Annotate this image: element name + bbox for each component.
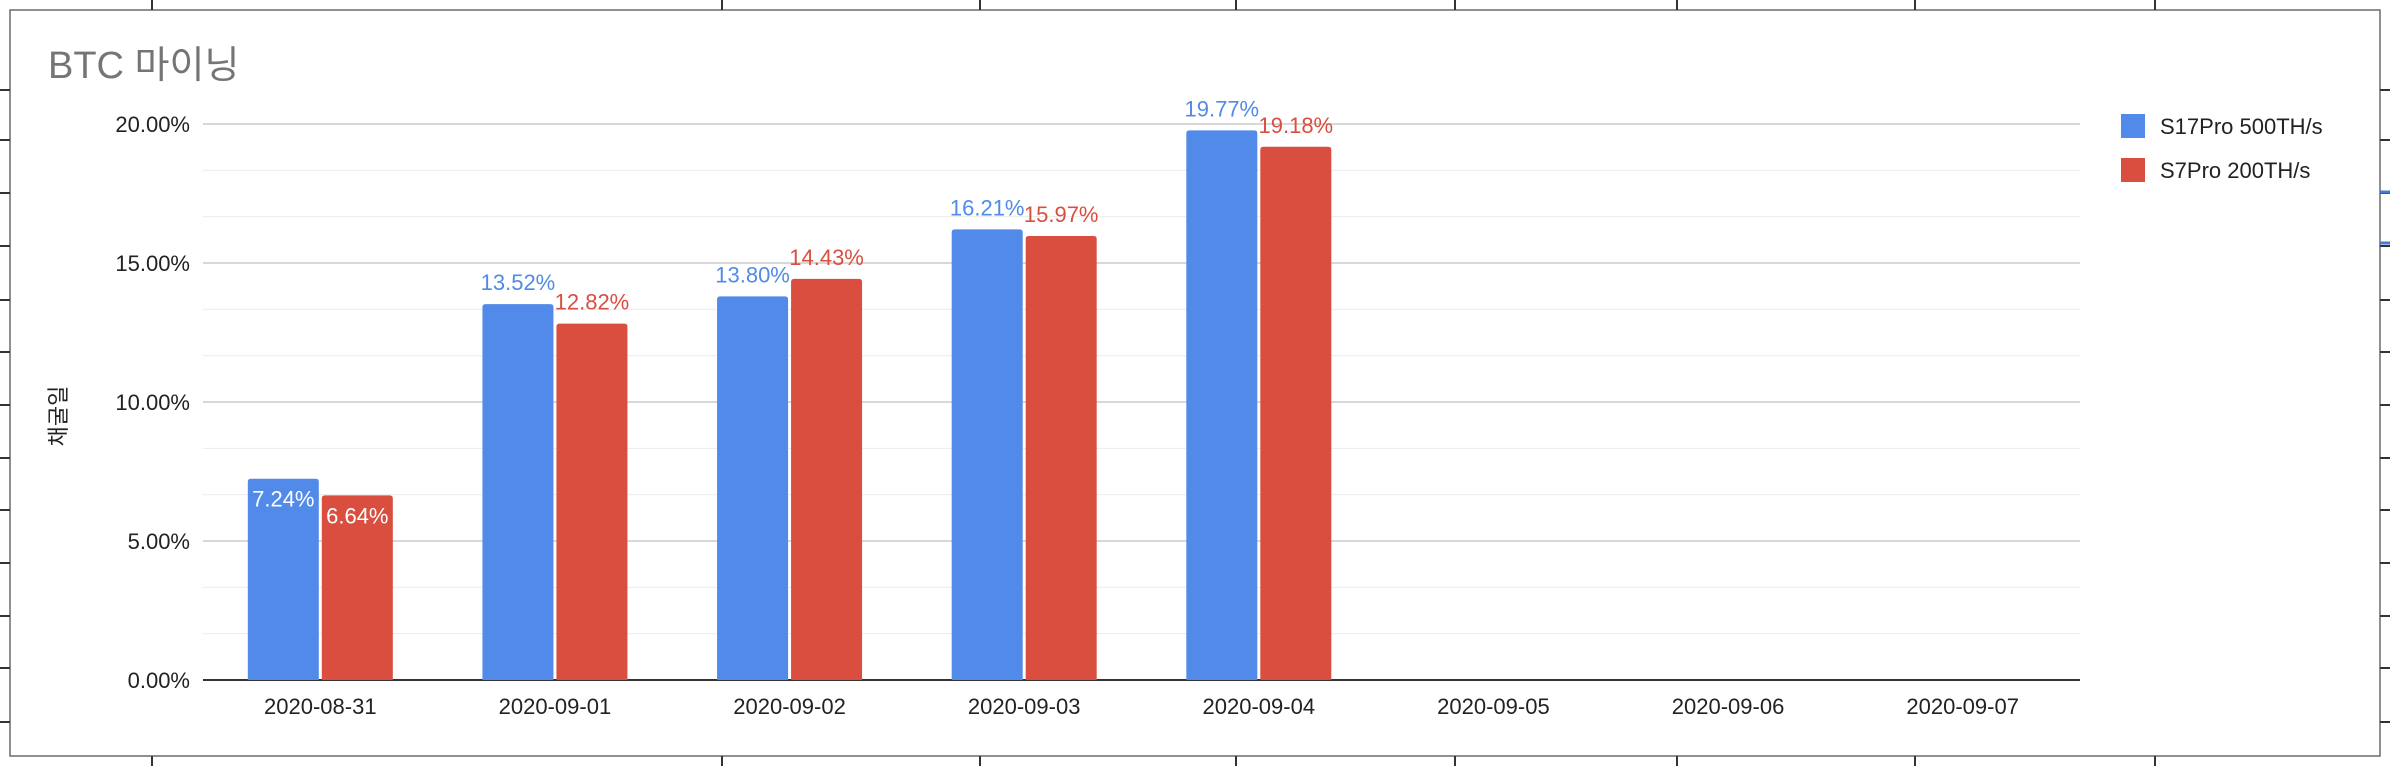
legend-swatch — [2121, 114, 2145, 138]
x-tick-label: 2020-09-03 — [968, 694, 1081, 719]
data-label: 12.82% — [555, 290, 630, 315]
x-tick-label: 2020-09-05 — [1437, 694, 1550, 719]
data-label: 13.52% — [481, 270, 556, 295]
x-tick-label: 2020-09-02 — [733, 694, 846, 719]
x-tick-label: 2020-08-31 — [264, 694, 377, 719]
bar-series-1 — [717, 296, 789, 680]
bar-series-1 — [951, 229, 1023, 680]
x-tick-label: 2020-09-01 — [499, 694, 612, 719]
x-tick-label: 2020-09-06 — [1672, 694, 1785, 719]
legend-label: S17Pro 500TH/s — [2160, 114, 2323, 139]
bar-series-2 — [1025, 236, 1097, 680]
legend-swatch — [2121, 158, 2145, 182]
bar-series-2 — [1260, 146, 1332, 680]
data-label: 15.97% — [1024, 202, 1099, 227]
bar-series-2 — [791, 278, 863, 680]
chart-border — [9, 9, 2381, 757]
legend: S17Pro 500TH/s S7Pro 200TH/s — [2121, 114, 2323, 183]
data-label: 14.43% — [789, 245, 864, 270]
x-tick-label: 2020-09-07 — [1906, 694, 2019, 719]
y-tick-label: 15.00% — [115, 251, 190, 276]
data-label: 16.21% — [950, 195, 1025, 220]
legend-label: S7Pro 200TH/s — [2160, 158, 2310, 183]
data-label: 19.18% — [1259, 113, 1334, 138]
bar-series-1 — [482, 304, 554, 680]
data-label: 7.24% — [252, 487, 314, 512]
y-tick-label: 10.00% — [115, 390, 190, 415]
y-axis-label: 채굴일 — [47, 386, 72, 447]
y-axis-ticks: 0.00% 5.00% 10.00% 15.00% 20.00% — [115, 112, 190, 693]
chart-title: BTC 마이닝 — [48, 45, 239, 87]
bar-series-2 — [321, 495, 393, 680]
data-labels: 7.24% 6.64% 13.52%12.82% 13.80%14.43% 16.21%… — [252, 96, 1333, 528]
x-axis-ticks: 2020-08-31 2020-09-01 2020-09-02 2020-09-03… — [264, 694, 2019, 719]
bar-series-1 — [247, 478, 319, 680]
data-label: 6.64% — [326, 503, 388, 528]
bar-series-2 — [556, 323, 628, 680]
y-tick-label: 5.00% — [128, 529, 190, 554]
x-tick-label: 2020-09-04 — [1203, 694, 1316, 719]
y-tick-label: 0.00% — [128, 668, 190, 693]
bar-series-1 — [1186, 130, 1258, 681]
y-tick-label: 20.00% — [115, 112, 190, 137]
bars — [247, 130, 1332, 681]
data-label: 13.80% — [715, 262, 790, 287]
data-label: 19.77% — [1185, 96, 1260, 121]
